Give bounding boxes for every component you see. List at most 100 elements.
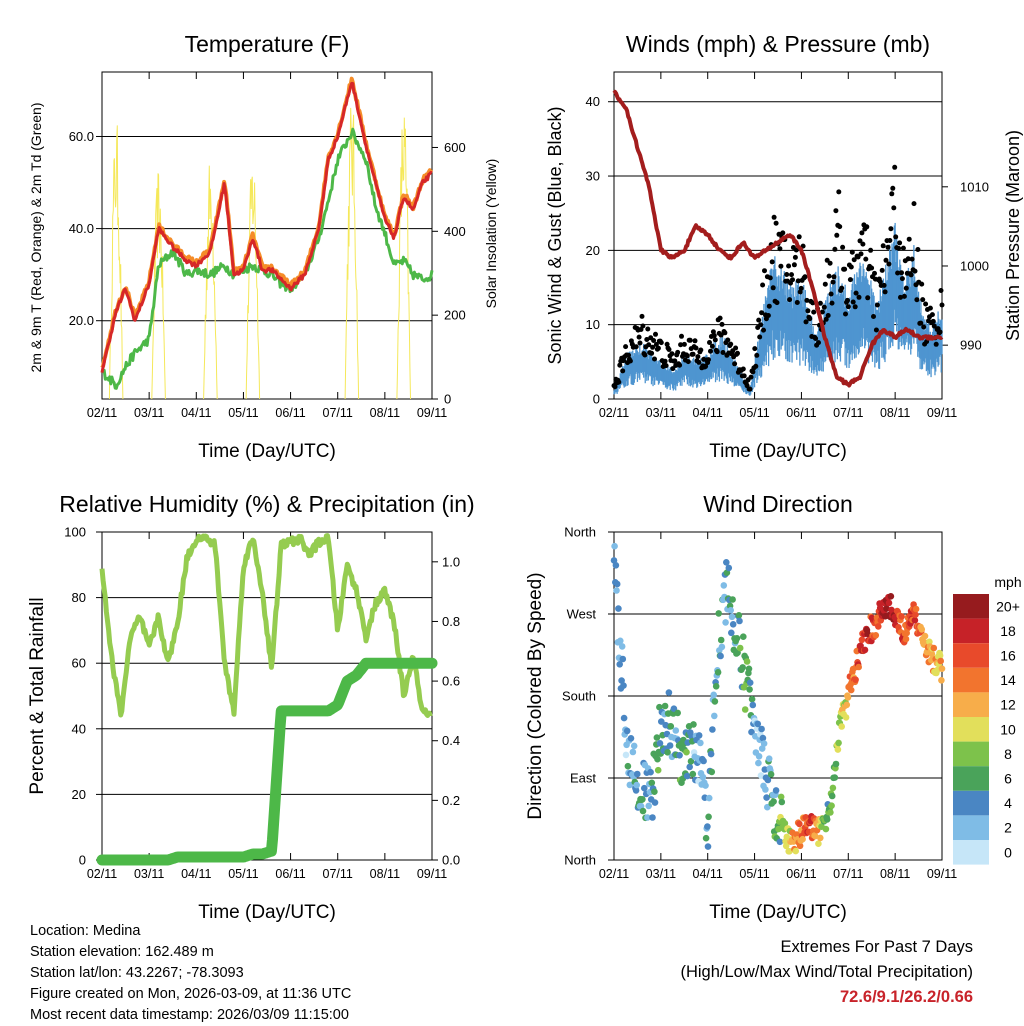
wind-direction-point (764, 776, 772, 784)
wind-direction-point (844, 694, 852, 701)
gust-point (637, 340, 643, 346)
wind-direction-point (729, 596, 736, 603)
wind-direction-point (858, 636, 866, 644)
gust-point (794, 300, 800, 305)
gust-point (827, 260, 833, 266)
gust-point (669, 351, 675, 357)
wind-direction-point (627, 735, 635, 742)
wind-direction-point (763, 794, 770, 801)
wind-direction-point (634, 770, 641, 778)
gust-point (765, 313, 771, 318)
wind-direction-point (711, 712, 718, 720)
gust-point (687, 337, 693, 343)
x-tick-label: 09/11 (417, 867, 447, 881)
gust-point (693, 345, 699, 351)
wind-direction-point (823, 816, 831, 823)
wind-direction-point (902, 635, 910, 643)
wind-direction-point (715, 610, 722, 617)
gust-point (652, 356, 657, 362)
gust-point (813, 336, 819, 341)
gust-point (832, 246, 838, 252)
gust-point (920, 297, 926, 303)
temp-2m-series (100, 81, 433, 373)
wind-direction-point (898, 613, 905, 620)
gust-point (792, 254, 798, 260)
gust-point (757, 334, 763, 340)
gust-point (802, 274, 808, 280)
gust-point (845, 304, 851, 310)
wind-direction-point (764, 803, 771, 811)
x-tick-label: 04/11 (181, 867, 211, 881)
x-tick-label: 07/11 (323, 406, 353, 420)
x-tick-label: 06/11 (275, 867, 305, 881)
wind-direction-point (702, 782, 709, 789)
x-tick-label: 05/11 (739, 406, 769, 420)
pressure-y2-axis-label: Station Pressure (Maroon) (1003, 130, 1023, 341)
x-tick-label: 03/11 (134, 406, 164, 420)
x-tick-label: 05/11 (228, 867, 258, 881)
gust-point (623, 344, 629, 350)
wind-direction-point (761, 766, 769, 773)
gust-point (777, 246, 783, 252)
wind-direction-point (704, 843, 712, 850)
gust-point (753, 363, 759, 369)
wind-direction-point (760, 740, 768, 747)
wind-direction-point (759, 734, 767, 742)
wind-direction-point (697, 739, 704, 747)
solar-y2-tick-label: 600 (444, 140, 466, 155)
x-axis-label: Time (Day/UTC) (198, 902, 336, 923)
gust-point (780, 230, 786, 236)
wind-direction-point (656, 740, 664, 747)
wind-direction-point (811, 832, 819, 840)
gust-point (807, 316, 813, 322)
wind-direction-point (670, 705, 678, 712)
x-tick-label: 03/11 (646, 867, 676, 881)
color-key-swatch (953, 766, 989, 791)
extremes-subtitle: (High/Low/Max Wind/Total Precipitation) (680, 963, 973, 981)
color-key-swatch (953, 815, 989, 840)
wind-direction-series (610, 542, 946, 855)
gust-point (834, 232, 840, 238)
wind-direction-point (722, 619, 729, 626)
gust-point (708, 348, 713, 354)
gust-point (908, 272, 914, 278)
wind-direction-point (781, 820, 789, 827)
gust-point (911, 201, 917, 207)
gust-point (923, 301, 929, 307)
gust-point (649, 350, 655, 356)
wind-direction-point (921, 632, 929, 640)
gust-point (896, 245, 902, 251)
wind-direction-point (674, 709, 681, 717)
gust-point (817, 300, 823, 306)
station-info: Location: Medina Station elevation: 162.… (30, 921, 351, 1026)
x-axis-label: Time (Day/UTC) (198, 441, 336, 462)
wind-direction-point (729, 621, 737, 628)
gust-point (845, 297, 850, 303)
x-tick-label: 04/11 (693, 406, 723, 420)
wind-direction-point (827, 809, 834, 816)
gust-point (921, 324, 927, 330)
wind-direction-point (700, 757, 707, 765)
wind-direction-point (665, 689, 673, 696)
wind-direction-point (616, 661, 623, 668)
gust-point (722, 330, 728, 336)
gust-point (865, 295, 871, 301)
color-key-swatch (953, 741, 989, 767)
x-tick-label: 08/11 (370, 406, 400, 420)
wind-direction-point (695, 732, 703, 739)
wind-direction-point (654, 755, 661, 763)
wind-direction-point (727, 607, 734, 614)
extremes-box: Extremes For Past 7 Days (High/Low/Max W… (680, 935, 973, 1010)
wind-direction-point (926, 638, 933, 646)
wind-direction-point (658, 718, 665, 725)
wind-direction-point (641, 784, 648, 792)
rh-y-tick-label: 100 (64, 525, 86, 540)
gust-point (877, 279, 883, 285)
gust-point (758, 322, 764, 328)
x-axis-label: Time (Day/UTC) (709, 902, 847, 923)
wind-direction-point (633, 781, 640, 789)
gust-point (740, 366, 746, 372)
wind-direction-point (704, 823, 711, 830)
gust-point (852, 304, 858, 310)
